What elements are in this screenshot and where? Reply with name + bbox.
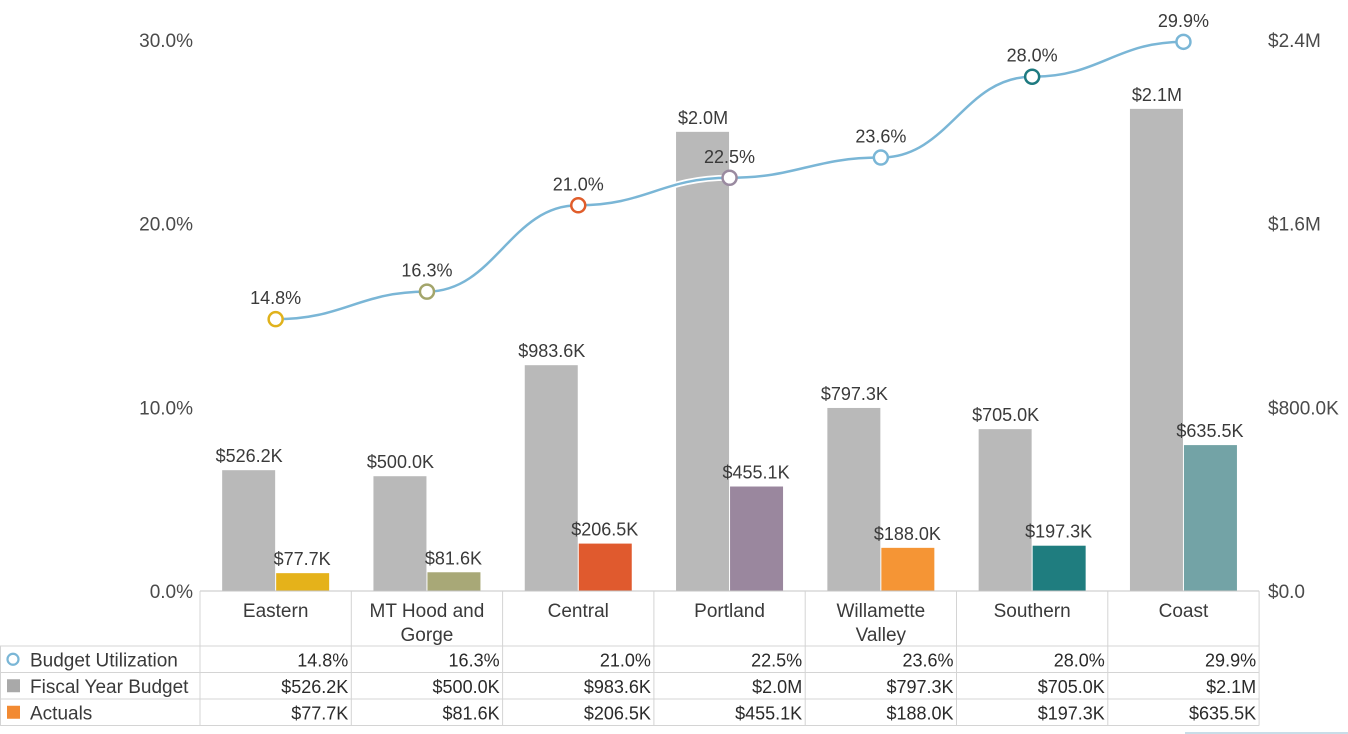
budget-bar-label: $797.3K: [821, 384, 888, 404]
actuals-bar: [1032, 545, 1086, 591]
utilization-point: [267, 310, 284, 328]
budget-bar: [978, 429, 1032, 591]
table-cell: $197.3K: [1038, 703, 1105, 723]
table-cell: $77.7K: [291, 703, 348, 723]
utilization-point: [418, 283, 436, 300]
actuals-bar-label: $197.3K: [1025, 522, 1092, 542]
actuals-bar: [276, 573, 330, 591]
table-cell: 22.5%: [751, 650, 802, 670]
budget-bar: [827, 407, 881, 591]
category-label: Gorge: [401, 625, 454, 646]
actuals-bar: [730, 486, 784, 591]
legend-square-icon: [7, 705, 20, 719]
utilization-point-label: 23.6%: [855, 127, 906, 147]
table-row-label: Fiscal Year Budget: [30, 677, 189, 698]
right-axis-tick-label: $2.4M: [1268, 31, 1321, 52]
table-cell: $2.1M: [1206, 677, 1256, 697]
budget-bar-label: $2.0M: [678, 108, 728, 128]
table-cell: $455.1K: [735, 703, 802, 723]
right-axis-tick-label: $0.0: [1268, 582, 1305, 603]
actuals-bar: [1183, 445, 1237, 591]
legend-circle-icon: [6, 652, 20, 666]
actuals-bar: [881, 547, 935, 591]
category-label: Willamette: [837, 601, 926, 622]
actuals-bar-label: $188.0K: [874, 524, 941, 544]
left-axis-tick-label: 20.0%: [139, 215, 193, 236]
right-axis-tick-label: $1.6M: [1268, 215, 1321, 236]
legend-square-icon: [7, 679, 20, 693]
budget-bar: [1129, 108, 1183, 591]
table-cell: $526.2K: [281, 677, 348, 697]
table-cell: $705.0K: [1038, 677, 1105, 697]
table-cell: $188.0K: [886, 703, 953, 723]
data-table-layer: Eastern MT Hood and Gorge Central Portland Wi…: [0, 590, 1348, 734]
budget-bar-label: $705.0K: [972, 405, 1039, 425]
budget-bar-label: $2.1M: [1132, 85, 1182, 105]
table-cell: 14.8%: [297, 650, 348, 670]
actuals-bar-label: $206.5K: [571, 520, 638, 540]
table-cell: 29.9%: [1205, 650, 1256, 670]
utilization-point: [1023, 68, 1041, 85]
category-label: Southern: [994, 601, 1071, 622]
utilization-point-label: 28.0%: [1007, 46, 1058, 66]
right-axis-tick-label: $800.0K: [1268, 398, 1339, 419]
budget-bar-label: $500.0K: [367, 452, 434, 472]
table-cell: $635.5K: [1189, 703, 1256, 723]
table-cell: 23.6%: [902, 650, 953, 670]
actuals-bar: [578, 543, 632, 591]
table-cell: $206.5K: [584, 703, 651, 723]
utilization-point-label: 16.3%: [401, 261, 452, 281]
bars-layer: $526.2K $77.7K $500.0K $81.6K $983.6K $206.5K…: [216, 85, 1243, 592]
utilization-point: [570, 197, 587, 214]
utilization-point-label: 22.5%: [704, 147, 755, 167]
budget-bar-label: $526.2K: [216, 446, 283, 466]
budget-bar: [676, 131, 730, 592]
table-cell: 28.0%: [1054, 650, 1105, 670]
actuals-bar-label: $635.5K: [1176, 421, 1243, 441]
table-cell: $983.6K: [584, 677, 651, 697]
actuals-bar-label: $81.6K: [425, 548, 482, 568]
table-cell: $500.0K: [433, 677, 500, 697]
table-cell: 21.0%: [600, 650, 651, 670]
budget-bar: [524, 365, 578, 591]
category-label: MT Hood and: [370, 601, 485, 622]
budget-bar: [373, 476, 427, 591]
budget-bar: [222, 470, 276, 591]
budget-bar-label: $983.6K: [518, 341, 585, 361]
actuals-bar: [427, 572, 481, 591]
utilization-point: [872, 149, 890, 166]
table-row-label: Budget Utilization: [30, 650, 178, 671]
utilization-point-label: 29.9%: [1158, 11, 1209, 31]
table-cell: $2.0M: [752, 677, 802, 697]
category-label: Eastern: [243, 601, 308, 622]
actuals-bar-label: $455.1K: [723, 463, 790, 483]
left-axis-tick-label: 30.0%: [139, 31, 193, 52]
category-label: Valley: [856, 625, 907, 646]
utilization-point-label: 21.0%: [553, 174, 604, 194]
utilization-point: [721, 169, 738, 186]
axes-layer: 0.0% 10.0% 20.0% 30.0% $0.0 $800.0K $1.6M $2.4M: [139, 31, 1339, 603]
utilization-point: [1175, 33, 1192, 51]
left-axis-tick-label: 10.0%: [139, 398, 193, 419]
category-label: Coast: [1159, 601, 1209, 622]
utilization-line-layer: 14.8% 16.3% 21.0% 22.5% 23.6% 28.0% 29.9%: [250, 11, 1209, 328]
left-axis-tick-label: 0.0%: [150, 582, 193, 603]
table-cell: $797.3K: [886, 677, 953, 697]
actuals-bar-label: $77.7K: [274, 549, 331, 569]
category-label: Portland: [694, 601, 765, 622]
table-row-label: Actuals: [30, 703, 92, 724]
table-cell: $81.6K: [443, 703, 500, 723]
category-label: Central: [548, 601, 609, 622]
table-cell: 16.3%: [449, 650, 500, 670]
utilization-point-label: 14.8%: [250, 288, 301, 308]
